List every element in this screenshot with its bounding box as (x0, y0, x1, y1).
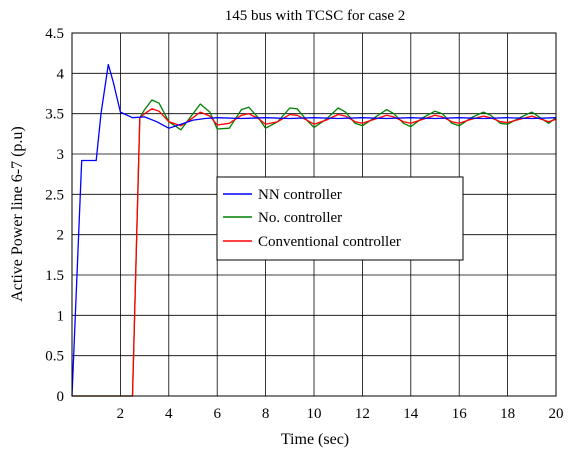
y-tick-label: 0.5 (45, 349, 64, 365)
y-tick-label: 3.5 (45, 107, 64, 123)
series-lines (71, 63, 557, 397)
x-tick-label: 8 (262, 406, 270, 422)
plot-frame (71, 32, 557, 397)
series-line-nn (71, 63, 557, 397)
y-axis-label: Active Power line 6-7 (p.u) (9, 126, 26, 302)
x-tick-labels: 2 4 6 8 10 12 14 16 18 20 (117, 406, 564, 422)
legend-box (216, 176, 464, 261)
chart-title: 145 bus with TCSC for case 2 (225, 8, 406, 24)
y-tick-labels: 0 0.5 1 1.5 2 2.5 3 3.5 4 4.5 (45, 26, 64, 405)
x-axis-label: Time (sec) (281, 431, 349, 448)
y-tick-label: 0 (57, 389, 65, 405)
x-tick-label: 4 (165, 406, 173, 422)
y-tick-label: 4.5 (45, 26, 64, 42)
y-tick-label: 1 (57, 308, 65, 324)
x-tick-label: 14 (403, 406, 419, 422)
y-tick-label: 1.5 (45, 268, 64, 284)
x-tick-label: 2 (117, 406, 125, 422)
legend: NN controller No. controller Conventiona… (216, 176, 464, 261)
x-tick-label: 6 (213, 406, 221, 422)
x-tick-label: 12 (355, 406, 370, 422)
y-tick-label: 2.5 (45, 187, 64, 203)
y-tick-label: 3 (57, 147, 65, 163)
legend-label-nn: NN controller (258, 187, 342, 203)
x-tick-label: 18 (500, 406, 515, 422)
legend-label-no: No. controller (258, 210, 342, 226)
y-tick-label: 4 (57, 66, 65, 82)
y-tick-label: 2 (57, 228, 65, 244)
x-tick-label: 10 (307, 406, 322, 422)
x-tick-label: 20 (549, 406, 564, 422)
series-line-conventional (72, 108, 557, 397)
legend-label-conventional: Conventional controller (258, 234, 401, 250)
x-tick-label: 16 (452, 406, 468, 422)
